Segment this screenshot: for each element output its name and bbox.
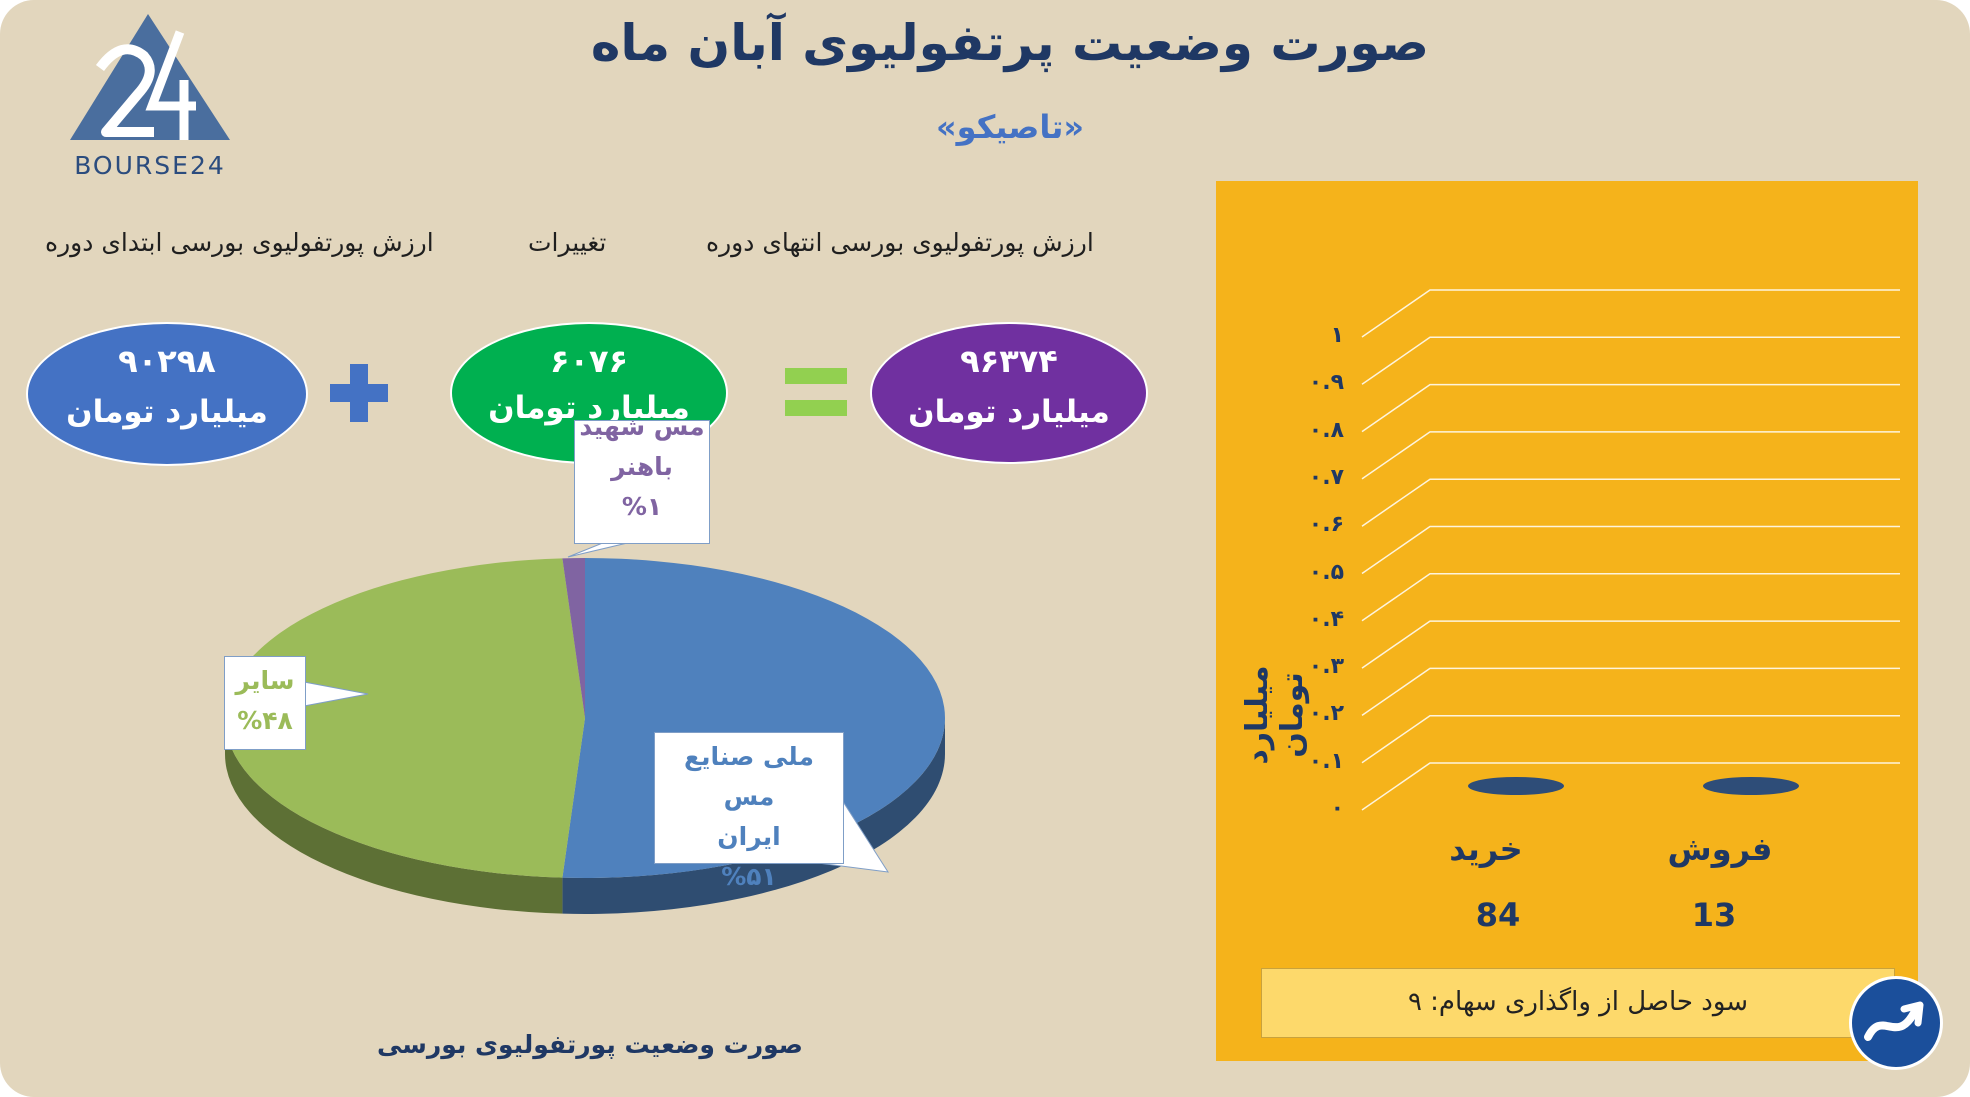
bourse24-logo: BOURSE24	[70, 14, 230, 180]
pie-side-0	[562, 718, 945, 914]
callout-copper-label2: ایران	[717, 822, 781, 851]
change-value: ۶۰۷۶	[549, 342, 629, 380]
trend-badge	[1849, 976, 1943, 1070]
callout-copper: ملی صنایع مس ایران %۵۱	[654, 732, 844, 891]
start-value: ۹۰۲۹۸	[118, 342, 216, 380]
pie-chart-title: صورت وضعیت پورتفولیوی بورسی	[377, 1030, 803, 1059]
category-sell-count: 13	[1691, 896, 1737, 934]
pie-side-1	[225, 718, 563, 914]
portfolio-pie-chart	[225, 539, 946, 914]
profit-note: سود حاصل از واگذاری سهام: ۹	[1261, 968, 1895, 1038]
end-value-ellipse: ۹۶۳۷۴ میلیارد تومان	[870, 322, 1148, 464]
category-buy-label: خرید	[1449, 830, 1523, 868]
bar-y-tick-label: ۰.۳	[1308, 654, 1344, 680]
bar-gridline	[1361, 478, 1900, 527]
bar-y-tick-label: ۰	[1330, 796, 1344, 821]
end-value: ۹۶۳۷۴	[960, 342, 1058, 380]
bar-y-tick-label: ۰.۲	[1308, 701, 1344, 727]
callout-bahonar-label1: مس شهید	[579, 420, 705, 441]
bar-y-tick-label: ۰.۵	[1308, 559, 1344, 585]
callout-other: سایر %۴۸	[224, 656, 306, 750]
bar-gridline	[1361, 573, 1900, 622]
bar-top-1	[1703, 777, 1799, 795]
bar-gridline	[1361, 289, 1900, 338]
bar-gridline	[1361, 762, 1900, 811]
category-sell-label: فروش	[1667, 830, 1773, 868]
bar-gridline	[1361, 714, 1900, 764]
equals-icon	[785, 368, 847, 418]
bar-y-tick-label: ۰.۴	[1308, 606, 1344, 632]
bar-gridline	[1361, 383, 1900, 433]
pie-slice-2	[562, 558, 585, 718]
start-value-label: ارزش پورتفولیوی بورسی ابتدای دوره	[45, 228, 434, 257]
page-title: صورت وضعیت پرتفولیوی آبان ماه	[590, 14, 1430, 72]
callout-bahonar-value: %۱	[621, 492, 663, 521]
start-value-ellipse: ۹۰۲۹۸ میلیارد تومان	[26, 322, 308, 466]
callout-bahonar: مس شهید باهنر %۱	[574, 420, 710, 544]
change-label: تغییرات	[528, 228, 607, 257]
bar-y-tick-label: ۱	[1330, 323, 1344, 348]
start-value-unit: میلیارد تومان	[66, 394, 268, 430]
callout-other-label: سایر	[235, 666, 295, 695]
bar-gridline	[1361, 620, 1900, 669]
callout-bahonar-label2: باهنر	[611, 452, 673, 481]
trend-arrow-icon	[1864, 1001, 1924, 1041]
bar-y-tick-label: ۰.۹	[1308, 370, 1344, 396]
page-subtitle: «تاصیکو»	[935, 108, 1085, 146]
end-value-unit: میلیارد تومان	[908, 394, 1110, 430]
bar-y-tick-label: ۰.۱	[1308, 748, 1344, 774]
end-value-label: ارزش پورتفولیوی بورسی انتهای دوره	[706, 228, 1094, 257]
bar-gridline	[1361, 336, 1900, 385]
bar-top-0	[1468, 777, 1564, 795]
callout-copper-label1: ملی صنایع مس	[684, 742, 814, 811]
plus-icon	[330, 364, 388, 422]
pie-slice-1	[225, 558, 585, 878]
bar-gridline	[1361, 667, 1900, 717]
bar-gridline	[1361, 525, 1900, 575]
bar-y-tick-label: ۰.۸	[1308, 417, 1344, 443]
callout-copper-value: %۵۱	[721, 862, 777, 891]
category-buy-count: 84	[1475, 896, 1521, 934]
bar-gridline	[1361, 431, 1900, 480]
bar-y-tick-label: ۰.۷	[1308, 464, 1344, 490]
bar-y-tick-label: ۰.۶	[1308, 512, 1344, 538]
callout-other-value: %۴۸	[237, 706, 293, 735]
logo-text: BOURSE24	[74, 151, 226, 180]
